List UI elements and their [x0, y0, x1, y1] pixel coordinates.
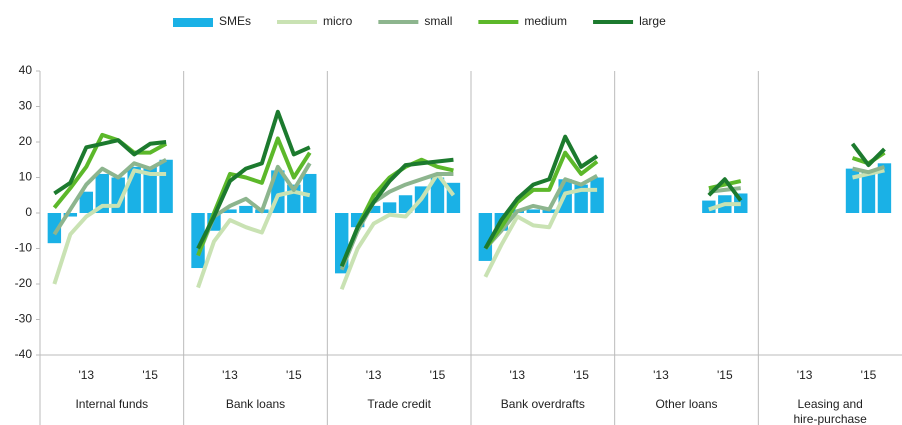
line — [483, 150, 599, 250]
bar — [382, 202, 397, 213]
group-label: Bank overdrafts — [501, 397, 585, 411]
line — [52, 168, 167, 285]
legend-label: large — [639, 14, 666, 28]
legend-swatch — [173, 18, 213, 27]
x-tick-label: '13 — [509, 368, 525, 382]
group-label: Other loans — [655, 397, 717, 411]
group-label: Bank loans — [226, 397, 285, 411]
group-label: Internal funds — [75, 397, 148, 411]
x-tick-label: '15 — [717, 368, 733, 382]
line — [708, 179, 742, 191]
y-tick-label: -20 — [15, 276, 33, 290]
bar — [861, 172, 876, 213]
x-tick-label: '15 — [142, 368, 158, 382]
bar — [239, 205, 253, 213]
x-tick-label: '15 — [430, 368, 446, 382]
y-tick-label: 0 — [25, 205, 32, 219]
x-tick-label: '13 — [797, 368, 813, 382]
y-tick-label: -30 — [15, 312, 33, 326]
bar — [143, 166, 157, 213]
x-tick-label: '13 — [366, 368, 382, 382]
x-tick-label: '13 — [78, 368, 94, 382]
line — [52, 132, 168, 209]
x-tick-label: '13 — [222, 368, 238, 382]
line — [196, 109, 311, 250]
y-tick-label: 30 — [19, 99, 33, 113]
bar — [430, 177, 445, 213]
group-label: Trade credit — [367, 397, 431, 411]
line — [196, 189, 311, 289]
bar — [223, 209, 237, 213]
line — [483, 134, 599, 250]
bar — [845, 168, 860, 213]
group-label: Leasing and hire-purchase — [793, 397, 867, 425]
legend-label: small — [424, 14, 452, 28]
legend-label: SMEs — [219, 14, 251, 28]
line — [852, 164, 886, 175]
line — [483, 187, 598, 278]
bar — [398, 195, 413, 213]
bar — [79, 191, 93, 213]
y-tick-label: -10 — [15, 241, 33, 255]
x-tick-label: '15 — [573, 368, 589, 382]
line — [708, 202, 741, 212]
bar — [478, 213, 493, 261]
x-tick-label: '15 — [286, 368, 302, 382]
line — [53, 138, 167, 196]
y-tick-label: 20 — [19, 134, 33, 148]
bar — [590, 177, 604, 213]
y-tick-label: 40 — [19, 63, 33, 77]
line — [483, 173, 599, 250]
legend-label: micro — [323, 14, 353, 28]
bar — [63, 213, 78, 217]
line — [850, 142, 886, 168]
x-tick-label: '13 — [653, 368, 669, 382]
bar — [526, 209, 540, 213]
line — [707, 177, 743, 202]
x-tick-label: '15 — [861, 368, 877, 382]
bar — [366, 205, 381, 213]
bar — [877, 163, 892, 213]
line — [339, 171, 456, 291]
y-tick-label: 10 — [19, 170, 33, 184]
group-label-line: Leasing and — [797, 397, 862, 411]
bar — [95, 173, 109, 213]
line — [52, 158, 168, 236]
bar — [47, 213, 62, 244]
bar — [191, 213, 205, 269]
group-label-line: hire-purchase — [793, 412, 867, 425]
line — [339, 157, 454, 268]
bar — [159, 159, 173, 213]
legend-label: medium — [524, 14, 567, 28]
y-tick-label: -40 — [15, 347, 33, 361]
